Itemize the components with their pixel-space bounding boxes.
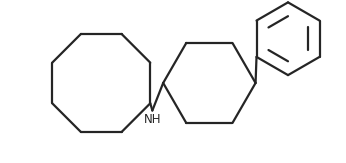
Text: NH: NH — [144, 113, 161, 126]
